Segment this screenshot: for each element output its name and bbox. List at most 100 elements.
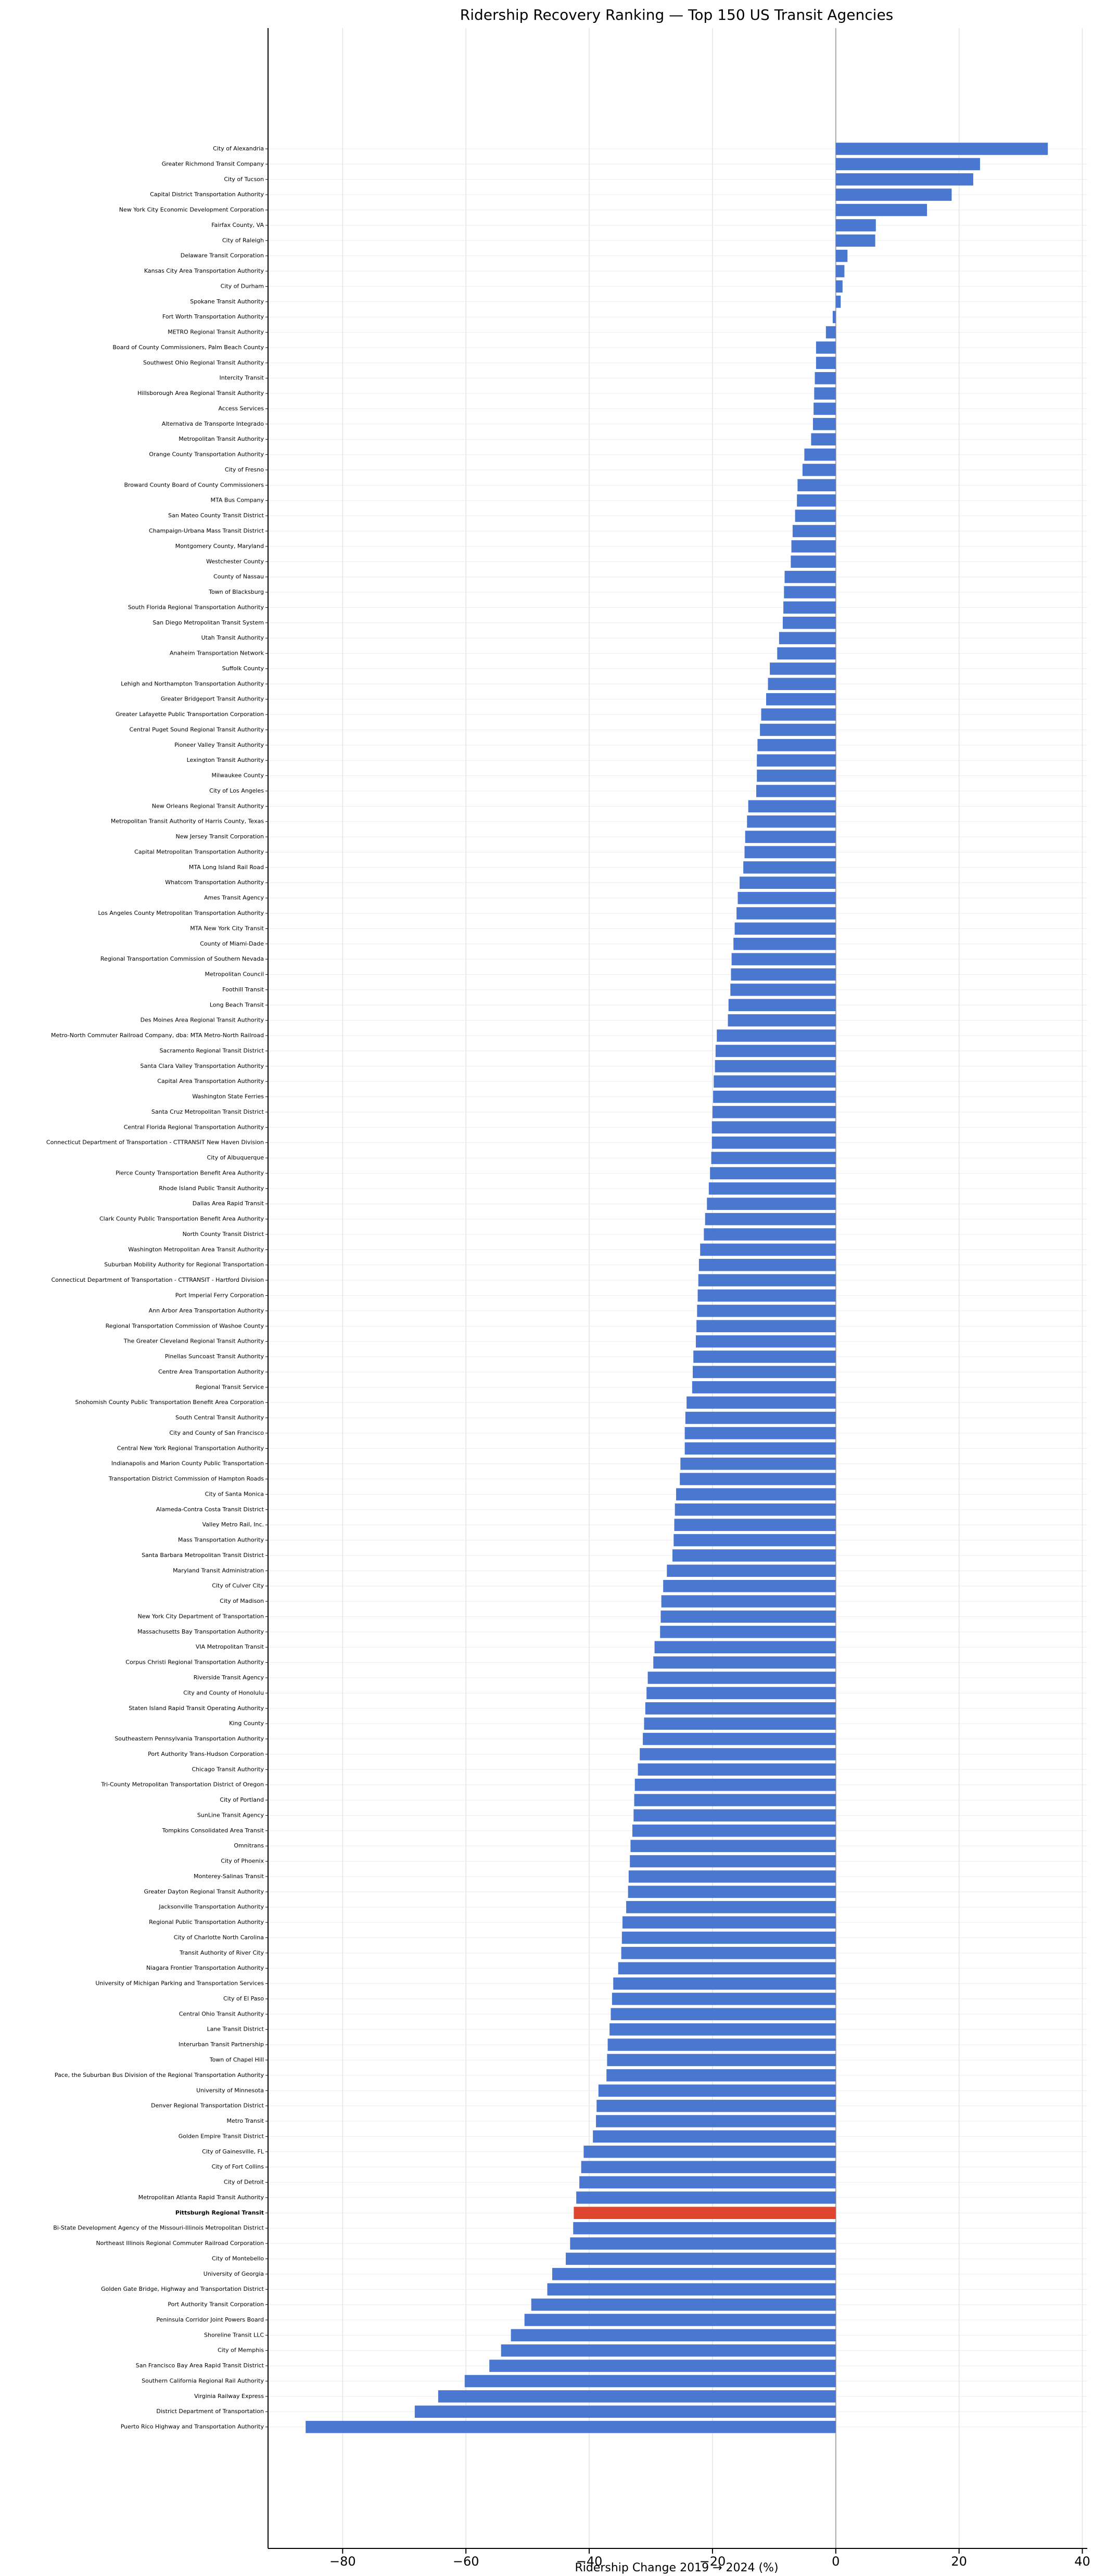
y-tick-label: San Mateo County Transit District [168, 512, 264, 519]
bar [645, 1702, 836, 1715]
bar [574, 2207, 836, 2220]
y-tick-label: Bi-State Development Agency of the Misso… [53, 2225, 264, 2231]
y-tick-label: Suburban Mobility Authority for Regional… [104, 1261, 264, 1268]
y-tick-label: City of Gainesville, FL [202, 2148, 264, 2155]
bar [715, 1044, 836, 1057]
y-tick-label: Santa Cruz Metropolitan Transit District [151, 1108, 264, 1115]
y-tick-label: Whatcom Transportation Authority [165, 879, 264, 886]
y-tick-label: Jacksonville Transportation Authority [158, 1904, 264, 1910]
bar [770, 662, 836, 675]
y-tick-label: Port Authority Transit Corporation [168, 2301, 264, 2308]
y-tick-label: City of Santa Monica [205, 1490, 264, 1497]
bar [660, 1626, 836, 1638]
bar [731, 968, 836, 981]
y-tick-label: Valley Metro Rail, Inc. [202, 1521, 264, 1528]
y-tick-label: Ames Transit Agency [204, 895, 264, 901]
y-tick-label: Central New York Regional Transportation… [117, 1445, 264, 1451]
y-tick-label: Peninsula Corridor Joint Powers Board [156, 2316, 264, 2323]
y-tick-label: City of Los Angeles [209, 787, 264, 794]
y-tick-label: Los Angeles County Metropolitan Transpor… [98, 910, 264, 916]
bar [696, 1320, 836, 1333]
y-tick-label: New Orleans Regional Transit Authority [152, 802, 264, 809]
y-tick-label: City and County of San Francisco [169, 1430, 264, 1436]
y-tick-label: Greater Dayton Regional Transit Authorit… [144, 1888, 264, 1895]
bar [626, 1901, 836, 1914]
y-tick-label: City of Phoenix [221, 1858, 264, 1865]
bar [784, 570, 836, 583]
bar [695, 1335, 836, 1348]
bar [632, 1825, 836, 1837]
bar [607, 2038, 836, 2051]
bar [675, 1503, 836, 1516]
y-tick-label: City of Charlotte North Carolina [174, 1934, 264, 1941]
bar [736, 907, 836, 920]
bar [698, 1274, 836, 1286]
bar [638, 1763, 836, 1776]
y-tick-label: County of Nassau [213, 573, 264, 580]
y-tick-label: Champaign-Urbana Mass Transit District [149, 528, 264, 534]
y-tick-label: The Greater Cleveland Regional Transit A… [123, 1338, 264, 1345]
y-tick-label: Southeastern Pennsylvania Transportation… [115, 1736, 264, 1742]
bar [768, 678, 836, 691]
bar [835, 173, 973, 186]
y-tick-label: Omnitrans [234, 1842, 264, 1849]
bar [697, 1305, 836, 1317]
y-tick-label: Kansas City Area Transportation Authorit… [144, 267, 264, 274]
y-tick-label: Maryland Transit Administration [173, 1567, 264, 1574]
y-tick-label: Denver Regional Transportation District [151, 2102, 264, 2109]
y-tick-label: Niagara Frontier Transportation Authorit… [146, 1965, 264, 1971]
bar [832, 311, 836, 323]
bar [835, 203, 927, 216]
bar [609, 2023, 836, 2036]
bar [707, 1197, 836, 1210]
bar [663, 1579, 836, 1592]
y-tick-label: Ann Arbor Area Transportation Authority [149, 1307, 264, 1314]
bar [646, 1687, 836, 1700]
y-tick-label: City of Culver City [212, 1583, 264, 1589]
bar [633, 1809, 836, 1822]
y-tick-label: University of Minnesota [196, 2087, 264, 2094]
y-tick-label: South Florida Regional Transportation Au… [128, 604, 264, 610]
bar [715, 1060, 836, 1073]
bar [693, 1366, 836, 1379]
bar [791, 540, 836, 553]
bar [566, 2252, 836, 2265]
y-tick-label: New York City Economic Development Corpo… [119, 207, 264, 213]
bar [680, 1473, 836, 1485]
bar [711, 1136, 836, 1149]
y-tick-label: New York City Department of Transportati… [137, 1613, 264, 1619]
y-tick-label: City of Memphis [218, 2347, 264, 2354]
y-tick-label: Orange County Transportation Authority [149, 451, 264, 458]
y-tick-label: Town of Blacksburg [208, 589, 264, 595]
bar [489, 2360, 836, 2372]
y-tick-label: Board of County Commissioners, Palm Beac… [112, 344, 264, 351]
bar [552, 2268, 836, 2280]
y-tick-label: Tri-County Metropolitan Transportation D… [100, 1781, 264, 1788]
bar [777, 647, 836, 660]
bar [621, 1931, 836, 1944]
bar [711, 1121, 836, 1134]
bar [792, 525, 836, 538]
x-axis-label: Ridership Change 2019 → 2024 (%) [575, 2561, 778, 2574]
bar [693, 1350, 836, 1363]
bar [757, 739, 836, 751]
bar [684, 1427, 836, 1439]
y-tick-label: City of Detroit [224, 2179, 264, 2186]
y-tick-label: County of Miami-Dade [200, 940, 264, 947]
bar [804, 448, 836, 461]
y-tick-label: Metropolitan Council [205, 971, 264, 978]
y-tick-label: Fort Worth Transportation Authority [162, 313, 264, 320]
bar [757, 754, 836, 767]
bar [618, 1962, 836, 1974]
y-tick-label: Corpus Christi Regional Transportation A… [125, 1659, 264, 1666]
y-tick-label: Central Puget Sound Regional Transit Aut… [130, 726, 264, 733]
x-tick-label: 40 [1074, 2554, 1090, 2569]
bar [745, 831, 836, 843]
y-tick-label: MTA Bus Company [211, 497, 264, 504]
bar [511, 2329, 836, 2342]
y-tick-label: Anaheim Transportation Network [170, 650, 264, 657]
bar [622, 1916, 836, 1929]
bar [731, 953, 836, 965]
y-tick-label: Lehigh and Northampton Transportation Au… [121, 680, 264, 687]
bar [835, 234, 875, 247]
